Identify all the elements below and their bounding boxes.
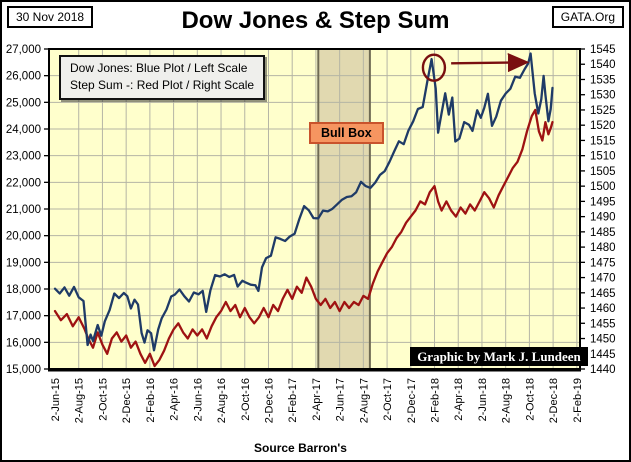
x-axis-tick-label: 2-Aug-16	[216, 378, 228, 423]
y-axis-left-tick-label: 26,000	[6, 71, 41, 83]
y-axis-right-tick-label: 1455	[590, 318, 616, 330]
y-axis-left-tick-label: 17,000	[6, 311, 41, 323]
y-axis-right-tick-label: 1540	[590, 59, 616, 71]
x-axis-tick-label: 2-Oct-16	[240, 378, 252, 421]
y-axis-right-tick-label: 1495	[590, 196, 616, 208]
x-axis-tick-label: 2-Jun-16	[192, 378, 204, 421]
y-axis-right-tick-label: 1440	[590, 364, 616, 376]
y-axis-right-tick-label: 1510	[590, 151, 616, 163]
y-axis-right-tick-label: 1475	[590, 257, 616, 269]
y-axis-right-tick-label: 1525	[590, 105, 616, 117]
y-axis-left-tick-label: 24,000	[6, 124, 41, 136]
x-axis-tick-label: 2-Apr-17	[311, 378, 323, 421]
x-axis-tick-label: 2-Dec-15	[121, 378, 133, 423]
y-axis-right-tick-label: 1505	[590, 166, 616, 178]
y-axis-left-tick-label: 19,000	[6, 257, 41, 269]
x-axis-tick-label: 2-Aug-18	[501, 378, 513, 423]
y-axis-right-tick-label: 1515	[590, 135, 616, 147]
y-axis-right-tick-label: 1520	[590, 120, 616, 132]
date-box: 30 Nov 2018	[7, 6, 94, 28]
y-axis-right-tick-label: 1465	[590, 288, 616, 300]
x-axis-tick-label: 2-Aug-15	[74, 378, 86, 423]
x-axis-tick-label: 2-Oct-18	[524, 378, 536, 421]
y-axis-left-tick-label: 21,000	[6, 204, 41, 216]
brand-label: GATA.Org	[560, 10, 615, 24]
dow-jones-line	[53, 52, 554, 352]
chart-title: Dow Jones & Step Sum	[181, 7, 450, 34]
y-axis-right-tick-label: 1530	[590, 90, 616, 102]
x-axis-tick-label: 2-Oct-15	[97, 378, 109, 421]
y-axis-left-tick-label: 25,000	[6, 97, 41, 109]
x-axis-tick-label: 2-Feb-19	[572, 378, 584, 423]
x-axis-tick-label: 2-Feb-17	[287, 378, 299, 423]
y-axis-right-tick-label: 1445	[590, 349, 616, 361]
y-axis-right-tick-label: 1470	[590, 273, 616, 285]
step-sum-line	[53, 108, 554, 368]
date-label: 30 Nov 2018	[16, 10, 85, 24]
x-axis-tick-label: 2-Dec-18	[548, 378, 560, 423]
y-axis-left-tick-label: 16,000	[6, 337, 41, 349]
x-axis-tick-label: 2-Jun-15	[50, 378, 62, 421]
x-axis-tick-label: 2-Jun-18	[477, 378, 489, 421]
peak-circle-annotation	[421, 53, 447, 82]
y-axis-right-tick-label: 1500	[590, 181, 616, 193]
source-label: Source Barron's	[254, 441, 347, 455]
y-axis-right-tick-label: 1545	[590, 44, 616, 56]
legend-entry-step-sum: Step Sum -: Red Plot / Right Scale	[70, 77, 255, 92]
y-axis-left-tick-label: 18,000	[6, 284, 41, 296]
y-axis-right-tick-label: 1480	[590, 242, 616, 254]
legend-box: Dow Jones: Blue Plot / Left Scale Step S…	[59, 55, 266, 100]
x-axis-tick-label: 2-Oct-17	[382, 378, 394, 421]
bull-box-label: Bull Box	[309, 122, 384, 144]
legend-entry-dow-jones: Dow Jones: Blue Plot / Left Scale	[70, 61, 248, 75]
y-axis-right-tick-label: 1485	[590, 227, 616, 239]
x-axis-tick-label: 2-Jun-17	[335, 378, 347, 421]
y-axis-right-tick-label: 1535	[590, 74, 616, 86]
y-axis-right-tick-label: 1450	[590, 334, 616, 346]
y-axis-left-tick-label: 27,000	[6, 44, 41, 56]
y-axis-right-tick-label: 1490	[590, 212, 616, 224]
y-axis-left-tick-label: 20,000	[6, 231, 41, 243]
x-axis-tick-label: 2-Dec-17	[406, 378, 418, 423]
x-axis-tick-label: 2-Feb-16	[145, 378, 157, 423]
x-axis-tick-label: 2-Dec-16	[263, 378, 275, 423]
y-axis-left-tick-label: 23,000	[6, 151, 41, 163]
brand-box: GATA.Org	[551, 6, 624, 28]
x-axis-tick-label: 2-Aug-17	[358, 378, 370, 423]
x-axis-tick-label: 2-Apr-18	[453, 378, 465, 421]
y-axis-right-tick-label: 1460	[590, 303, 616, 315]
y-axis-left-tick-label: 15,000	[6, 364, 41, 376]
watermark-label: Graphic by Mark J. Lundeen	[410, 347, 588, 366]
y-axis-left-tick-label: 22,000	[6, 177, 41, 189]
peak-arrow-annotation	[451, 52, 530, 73]
x-axis-tick-label: 2-Feb-18	[430, 378, 442, 423]
x-axis-tick-label: 2-Apr-16	[169, 378, 181, 421]
